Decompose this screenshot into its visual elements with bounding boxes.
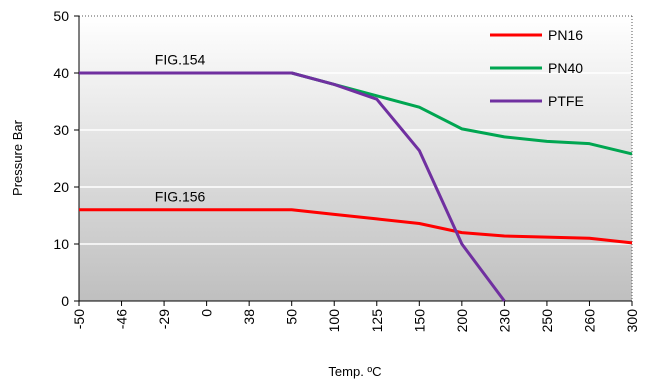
legend-label-pn16: PN16 [548, 27, 583, 43]
axes [74, 15, 633, 306]
y-tick-label: 30 [53, 122, 69, 138]
legend: PN16 PN40 PTFE [490, 27, 584, 109]
x-tick-label: 38 [241, 309, 257, 325]
y-tick-label: 50 [53, 8, 69, 24]
x-tick-label: -29 [156, 309, 172, 329]
x-axis-title: Temp. ºC [328, 364, 381, 379]
annotation-label: FIG.156 [155, 188, 206, 204]
legend-label-ptfe: PTFE [548, 93, 584, 109]
x-tick-label: 300 [624, 309, 640, 333]
series-line-ptfe [79, 71, 506, 302]
series-line-pn16 [79, 208, 633, 245]
x-tick-label: 125 [369, 309, 385, 333]
x-tick-label: -46 [114, 309, 130, 329]
y-tick-labels: 0 10 20 30 40 50 [53, 8, 69, 309]
x-tick-label: 50 [284, 309, 300, 325]
series-lines [79, 71, 633, 302]
x-tick-label: 200 [454, 309, 470, 333]
x-tick-label: 0 [199, 309, 215, 317]
x-tick-label: 150 [411, 309, 427, 333]
y-tick-label: 0 [61, 293, 69, 309]
annotations: FIG.154 FIG.156 [155, 51, 206, 204]
legend-label-pn40: PN40 [548, 60, 583, 76]
y-axis-title: Pressure Bar [10, 119, 25, 196]
x-tick-label: 250 [539, 309, 555, 333]
y-tick-label: 20 [53, 179, 69, 195]
x-tick-label: 230 [496, 309, 512, 333]
plot-area [79, 16, 632, 301]
y-tick-label: 40 [53, 65, 69, 81]
y-tick-label: 10 [53, 236, 69, 252]
annotation-label: FIG.154 [155, 51, 206, 67]
x-tick-label: 100 [326, 309, 342, 333]
x-tick-label: 260 [581, 309, 597, 333]
x-tick-labels: -50 -46 -29 0 38 50 100 125 150 200 230 250 260 300 [71, 309, 640, 333]
x-tick-label: -50 [71, 309, 87, 329]
